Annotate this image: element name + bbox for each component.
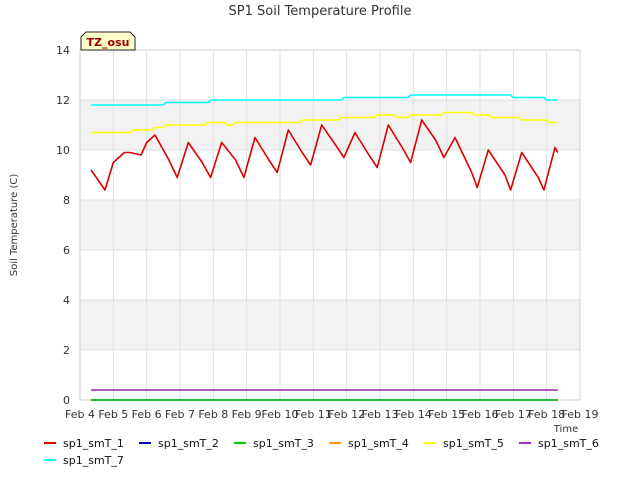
legend-label-sp1_smT_3: sp1_smT_3 bbox=[253, 437, 314, 450]
x-tick-label: Feb 13 bbox=[362, 408, 399, 421]
x-tick-label: Feb 8 bbox=[198, 408, 228, 421]
x-tick-label: Feb 6 bbox=[132, 408, 162, 421]
annotation-badge: TZ_osu bbox=[80, 31, 136, 51]
band-5 bbox=[80, 100, 580, 150]
y-tick-label: 8 bbox=[63, 194, 70, 207]
legend-label-sp1_smT_2: sp1_smT_2 bbox=[158, 437, 219, 450]
x-tick-label: Feb 7 bbox=[165, 408, 195, 421]
x-axis-label: Time bbox=[553, 424, 578, 435]
y-tick-label: 14 bbox=[56, 44, 70, 57]
legend-label-sp1_smT_6: sp1_smT_6 bbox=[538, 437, 599, 450]
y-tick-label: 6 bbox=[63, 244, 70, 257]
x-tick-label: Feb 11 bbox=[295, 408, 332, 421]
series-lines bbox=[90, 94, 559, 401]
y-tick-label: 10 bbox=[56, 144, 70, 157]
band-1 bbox=[80, 300, 580, 350]
x-axis-ticks: Feb 4 Feb 5 Feb 6 Feb 7 Feb 8 Feb 9 Feb 10Feb … bbox=[65, 408, 598, 421]
x-tick-label: Feb 5 bbox=[98, 408, 128, 421]
legend-label-sp1_smT_1: sp1_smT_1 bbox=[63, 437, 124, 450]
annotation-badge-text: TZ_osu bbox=[87, 36, 130, 49]
annotation-badge-shape bbox=[80, 31, 136, 51]
x-tick-label: Feb 17 bbox=[495, 408, 532, 421]
x-tick-label: Feb 14 bbox=[395, 408, 432, 421]
legend-label-sp1_smT_7: sp1_smT_7 bbox=[63, 454, 124, 467]
x-tick-label: Feb 9 bbox=[232, 408, 262, 421]
legend-label-sp1_smT_5: sp1_smT_5 bbox=[443, 437, 504, 450]
y-axis-label: Soil Temperature (C) bbox=[9, 174, 20, 277]
series-line-sp1_smT_1 bbox=[90, 119, 559, 191]
series-line-sp1_smT_5 bbox=[91, 111, 558, 134]
y-tick-label: 0 bbox=[63, 394, 70, 407]
band-3 bbox=[80, 200, 580, 250]
x-tick-label: Feb 10 bbox=[262, 408, 299, 421]
x-tick-label: Feb 15 bbox=[428, 408, 465, 421]
legend-label-sp1_smT_4: sp1_smT_4 bbox=[348, 437, 409, 450]
plot-background-bands bbox=[80, 100, 580, 350]
x-tick-label: Feb 18 bbox=[528, 408, 565, 421]
y-tick-label: 12 bbox=[56, 94, 70, 107]
x-tick-label: Feb 16 bbox=[462, 408, 499, 421]
x-tick-label: Feb 12 bbox=[328, 408, 365, 421]
x-tick-label: Feb 4 bbox=[65, 408, 95, 421]
y-axis-ticks: 0 2 4 6 8 10 12 14 bbox=[56, 44, 70, 407]
series-line-sp1_smT_7 bbox=[91, 94, 558, 106]
chart-title: SP1 Soil Temperature Profile bbox=[229, 4, 412, 19]
y-tick-label: 2 bbox=[63, 344, 70, 357]
legend: sp1_smT_1 sp1_smT_2 sp1_smT_3 sp1_smT_4 sp1_… bbox=[44, 437, 599, 467]
y-tick-label: 4 bbox=[63, 294, 70, 307]
x-tick-label: Feb 19 bbox=[562, 408, 599, 421]
